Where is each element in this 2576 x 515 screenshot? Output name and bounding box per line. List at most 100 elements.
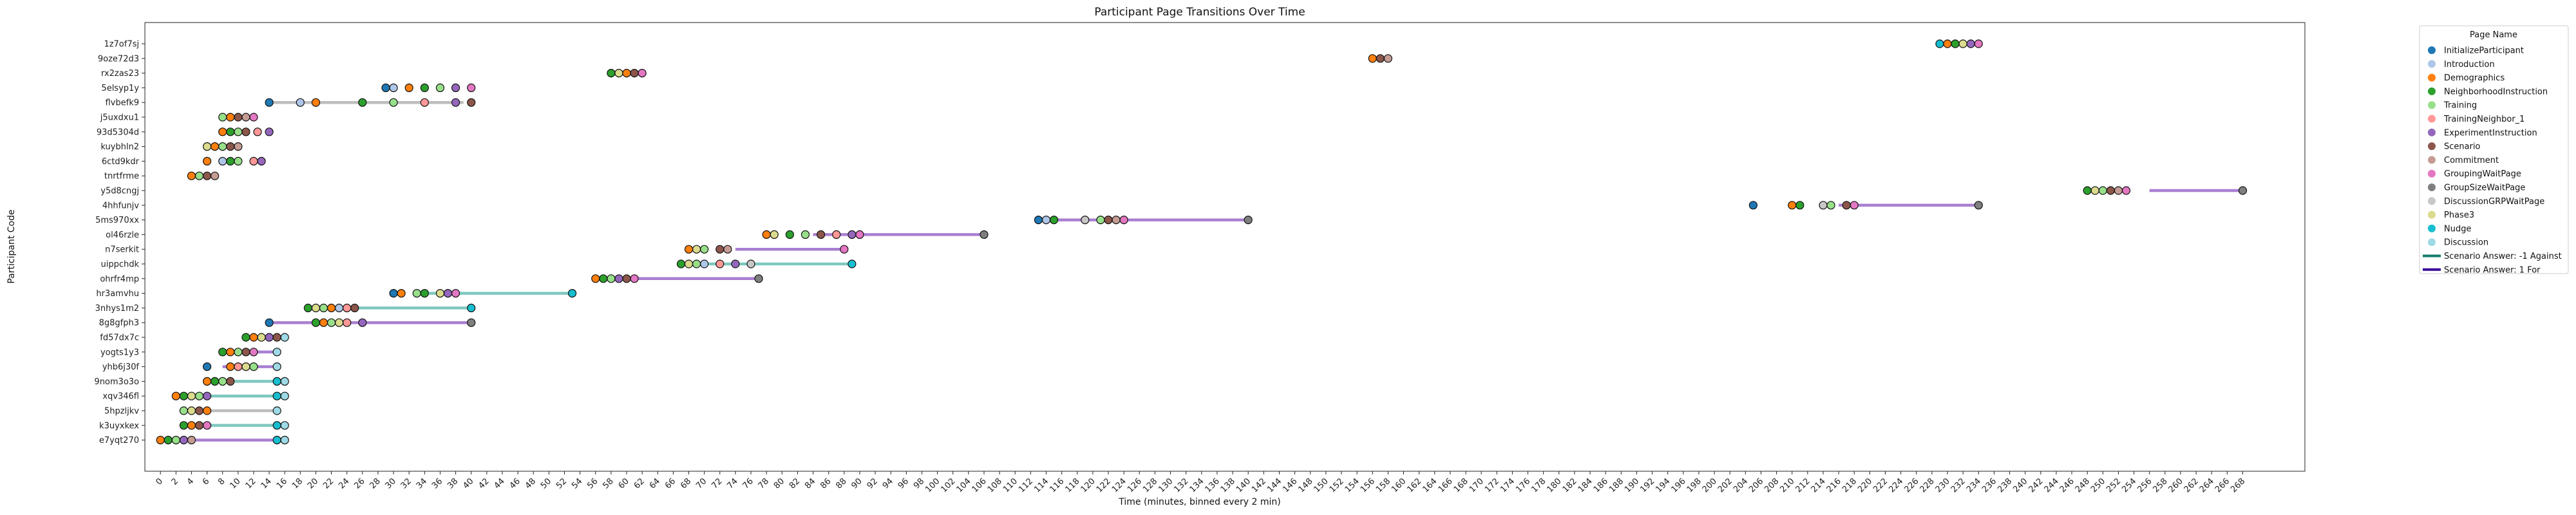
- x-tick-label: 162: [1405, 476, 1423, 494]
- page-visit-point: [335, 303, 344, 312]
- page-visit-point: [420, 98, 429, 107]
- page-visit-point: [638, 68, 647, 78]
- y-tick-label: xqv346fl: [102, 392, 139, 402]
- page-visit-point: [303, 303, 312, 312]
- x-tick-label: 30: [384, 476, 398, 491]
- page-visit-point: [210, 377, 220, 386]
- x-tick-label: 136: [1204, 476, 1222, 494]
- page-visit-point: [234, 127, 243, 136]
- page-visit-point: [249, 362, 258, 371]
- page-visit-point: [692, 245, 701, 254]
- page-visit-point: [1112, 216, 1121, 225]
- page-visit-point: [607, 274, 616, 283]
- page-visit-point: [1951, 39, 1960, 48]
- x-tick-label: 258: [2152, 476, 2170, 494]
- page-visit-point: [676, 259, 686, 268]
- x-tick-label: 200: [1701, 476, 1719, 494]
- page-visit-point: [272, 391, 281, 400]
- x-tick-label: 108: [986, 476, 1004, 494]
- page-visit-point: [630, 274, 639, 283]
- page-visit-point: [350, 303, 359, 312]
- x-tick-label: 154: [1343, 476, 1361, 494]
- x-tick-label: 54: [570, 476, 584, 491]
- page-visit-point: [179, 406, 188, 415]
- page-visit-point: [257, 156, 266, 165]
- x-tick-label: 262: [2183, 476, 2201, 494]
- x-tick-label: 62: [632, 476, 647, 491]
- y-tick-label: 5hpzljkv: [104, 407, 139, 417]
- legend-title: Page Name: [2470, 30, 2517, 40]
- page-visit-point: [272, 348, 281, 357]
- page-visit-point: [591, 274, 600, 283]
- x-tick-label: 52: [554, 476, 569, 491]
- page-visit-point: [700, 259, 709, 268]
- x-tick-label: 170: [1468, 476, 1486, 494]
- x-tick-label: 156: [1359, 476, 1377, 494]
- page-visit-point: [272, 421, 281, 430]
- page-visit-point: [2090, 186, 2099, 195]
- page-visit-point: [1748, 201, 1758, 210]
- y-tick-label: yogts1y3: [100, 348, 139, 357]
- page-visit-point: [327, 318, 336, 327]
- y-tick-label: 8g8gfph3: [99, 319, 139, 328]
- page-visit-point: [272, 377, 281, 386]
- page-visit-point: [980, 230, 989, 239]
- x-tick-label: 250: [2089, 476, 2107, 494]
- legend: Page Name InitializeParticipant Introduct…: [2419, 25, 2569, 275]
- legend-label: GroupSizeWaitPage: [2444, 183, 2525, 193]
- page-visit-point: [1119, 216, 1128, 225]
- x-tick-label: 92: [866, 476, 880, 491]
- page-visit-point: [420, 289, 429, 298]
- x-tick-label: 14: [260, 476, 274, 491]
- x-tick-label: 132: [1172, 476, 1190, 494]
- x-tick-label: 212: [1794, 476, 1812, 494]
- page-visit-point: [226, 113, 235, 122]
- x-tick-label: 64: [648, 476, 662, 491]
- y-tick-label: fd57dx7c: [100, 333, 139, 343]
- page-visit-point: [280, 421, 289, 430]
- x-tick-label: 216: [1825, 476, 1843, 494]
- legend-marker: [2428, 238, 2436, 247]
- page-visit-point: [253, 127, 262, 136]
- x-tick-label: 254: [2120, 476, 2138, 494]
- x-tick-label: 48: [524, 476, 538, 491]
- x-tick-label: 210: [1778, 476, 1796, 494]
- x-tick-label: 208: [1763, 476, 1781, 494]
- y-tick-label: ol46rzle: [106, 230, 139, 240]
- x-tick-label: 130: [1157, 476, 1175, 494]
- legend-marker: [2428, 211, 2436, 219]
- y-tick-label: 1z7of7sj: [104, 40, 139, 50]
- page-visit-point: [194, 421, 204, 430]
- page-visit-point: [817, 230, 826, 239]
- x-tick-label: 96: [896, 476, 911, 491]
- x-tick-label: 40: [461, 476, 475, 491]
- page-visit-point: [218, 348, 227, 357]
- x-tick-label: 252: [2105, 476, 2123, 494]
- page-visit-point: [435, 289, 445, 298]
- legend-marker: [2428, 142, 2436, 151]
- y-tick-label: 9nom3o3o: [94, 377, 139, 387]
- y-tick-label: kuybhln2: [100, 142, 139, 152]
- x-tick-label: 86: [819, 476, 833, 491]
- y-tick-label: flvbefk9: [105, 98, 139, 108]
- x-tick-label: 110: [1001, 476, 1019, 494]
- page-visit-point: [234, 142, 243, 151]
- page-visit-point: [1850, 201, 1859, 210]
- page-visit-point: [311, 98, 321, 107]
- page-visit-point: [164, 435, 173, 445]
- x-axis: 0 2 4 6 8 10 12 14 16 18 20 22 24 26 28 30 32 34 36 38 40 42 4…: [154, 471, 2247, 494]
- page-visit-point: [614, 274, 623, 283]
- x-tick-label: 78: [757, 476, 771, 491]
- x-tick-label: 88: [834, 476, 848, 491]
- page-visit-point: [607, 68, 616, 78]
- page-visit-point: [800, 230, 810, 239]
- page-visit-point: [389, 83, 398, 92]
- page-visit-point: [684, 259, 694, 268]
- legend-label: ExperimentInstruction: [2444, 128, 2537, 138]
- y-tick-label: j5uxdxu1: [100, 113, 139, 123]
- page-visit-point: [202, 377, 212, 386]
- page-visit-point: [770, 230, 779, 239]
- page-visit-point: [234, 113, 243, 122]
- x-tick-label: 72: [710, 476, 724, 491]
